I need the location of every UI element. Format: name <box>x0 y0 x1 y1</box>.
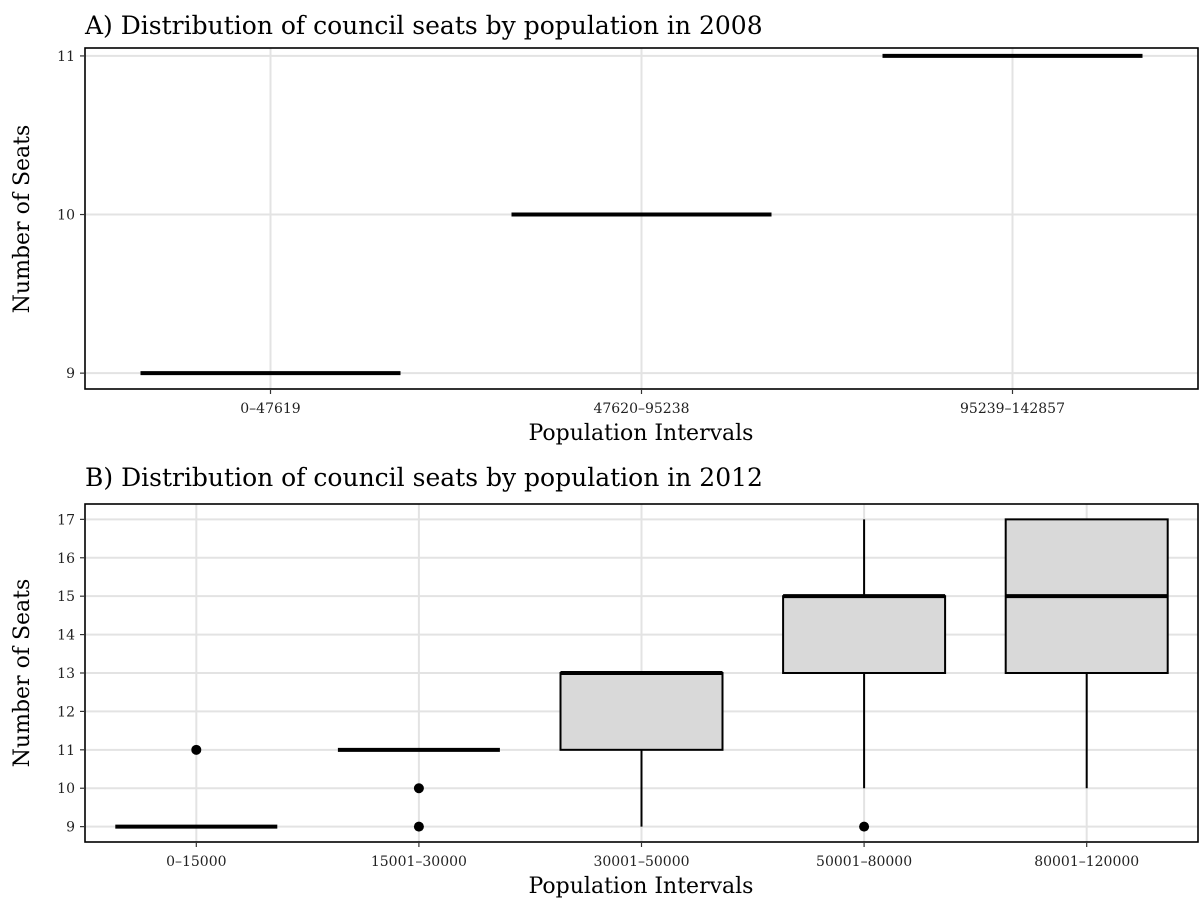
iqr-box <box>782 595 947 675</box>
panel-b-y-tick-label: 13 <box>57 666 75 682</box>
panel-b-box-1 <box>337 747 500 832</box>
panel-b-x-tick-label: 15001–30000 <box>371 854 467 870</box>
panel-a-title: A) Distribution of council seats by popu… <box>84 11 763 40</box>
panel-b-box-2 <box>559 671 724 827</box>
panel-a-x-axis-label: Population Intervals <box>529 421 754 446</box>
panel-b-y-ticks: 9 10 11 12 13 14 15 16 17 <box>57 512 85 836</box>
iqr-box <box>559 672 724 751</box>
panel-b-y-tick-label: 9 <box>66 820 75 836</box>
panel-b-x-tick-label: 0–15000 <box>166 854 226 870</box>
panel-a-y-ticks: 9 10 11 <box>57 49 85 382</box>
panel-a-boxplots <box>140 53 1143 376</box>
outlier-point <box>191 744 202 755</box>
panel-b-x-tick-label: 30001–50000 <box>593 854 689 870</box>
outlier-point <box>413 821 424 832</box>
panel-b-y-tick-label: 14 <box>57 628 75 644</box>
panel-a-y-tick-label: 9 <box>66 366 75 382</box>
panel-b-y-tick-label: 11 <box>57 743 75 759</box>
panel-b-x-tick-label: 50001–80000 <box>816 854 912 870</box>
panel-b-y-tick-label: 15 <box>57 589 75 605</box>
outlier-point <box>413 783 424 794</box>
panel-b-x-ticks: 0–15000 15001–30000 30001–50000 50001–80000… <box>166 842 1139 870</box>
panel-a-y-tick-label: 10 <box>57 208 75 224</box>
panel-a-gridlines <box>85 48 1198 389</box>
panel-b-y-tick-label: 17 <box>57 512 75 528</box>
panel-a-y-tick-label: 11 <box>57 49 75 65</box>
panel-b-title: B) Distribution of council seats by popu… <box>85 463 763 492</box>
panel-a-y-axis-label: Number of Seats <box>10 125 35 314</box>
panel-a-x-tick-label: 0–47619 <box>240 401 300 417</box>
panel-b-y-axis-label: Number of Seats <box>10 579 35 768</box>
panel-b-y-tick-label: 12 <box>57 704 75 720</box>
panel-b: B) Distribution of council seats by popu… <box>10 463 1199 899</box>
panel-b-y-tick-label: 10 <box>57 781 75 797</box>
panel-a-x-tick-label: 95239–142857 <box>960 401 1065 417</box>
panel-a-x-tick-label: 47620–95238 <box>593 401 689 417</box>
panel-b-x-axis-label: Population Intervals <box>529 874 754 899</box>
panel-b-boxplots <box>115 518 1169 832</box>
panel-b-box-0 <box>115 744 278 829</box>
panel-b-x-tick-label: 80001–120000 <box>1034 854 1139 870</box>
panel-b-y-tick-label: 16 <box>57 551 75 567</box>
panel-a-x-ticks: 0–47619 47620–95238 95239–142857 <box>240 389 1065 417</box>
outlier-point <box>859 821 870 832</box>
panel-b-box-4 <box>1004 518 1169 789</box>
panel-b-box-3 <box>782 519 947 832</box>
panel-a: A) Distribution of council seats by popu… <box>10 11 1199 446</box>
